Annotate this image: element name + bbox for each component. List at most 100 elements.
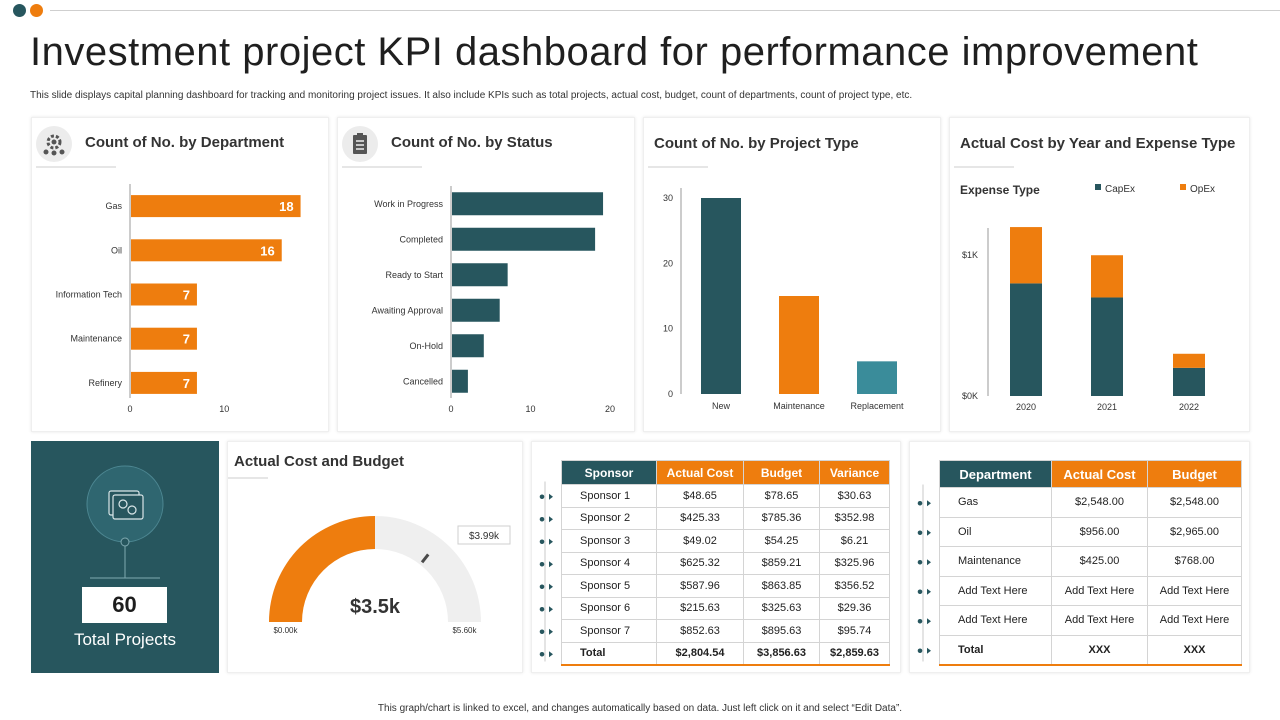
legend-swatch bbox=[1180, 184, 1186, 190]
row-bullet bbox=[539, 584, 545, 590]
table-row: Sponsor 5 $587.96 $863.85 $356.52 bbox=[561, 574, 890, 598]
row-bullet-arrow bbox=[549, 516, 553, 523]
table-cell: $48.65 bbox=[656, 484, 744, 508]
row-bullet bbox=[539, 516, 545, 522]
table-cell: Add Text Here bbox=[1051, 575, 1148, 606]
table-cell: $54.25 bbox=[743, 529, 820, 553]
table-cell: Sponsor 2 bbox=[561, 506, 657, 530]
row-bullet bbox=[917, 648, 923, 654]
category-label: On-Hold bbox=[409, 341, 443, 351]
row-bullet-arrow bbox=[927, 588, 931, 595]
page-subtitle: This slide displays capital planning das… bbox=[30, 90, 913, 101]
table-cell: XXX bbox=[1051, 634, 1148, 666]
stacked-bar-segment bbox=[1010, 283, 1042, 396]
table-row: Sponsor 6 $215.63 $325.63 $29.36 bbox=[561, 596, 890, 620]
gauge-value-label: $3.5k bbox=[350, 596, 401, 618]
title-underline bbox=[648, 166, 708, 168]
category-label: 2020 bbox=[1016, 402, 1036, 412]
legend-label: CapEx bbox=[1105, 184, 1135, 195]
row-bullet bbox=[539, 629, 545, 635]
decor-dot-orange bbox=[30, 4, 43, 17]
gear-people-icon bbox=[36, 126, 72, 162]
table-row: Oil $956.00 $2,965.00 bbox=[939, 516, 1242, 547]
category-label: Replacement bbox=[850, 401, 904, 411]
stacked-bar-segment bbox=[1173, 367, 1205, 396]
department-chart-title: Count of No. by Department bbox=[85, 134, 285, 151]
row-bullet-arrow bbox=[927, 647, 931, 654]
table-cell: $2,859.63 bbox=[819, 641, 890, 666]
table-cell: $325.63 bbox=[743, 596, 820, 620]
table-cell: Total bbox=[939, 634, 1052, 666]
row-bullet bbox=[539, 494, 545, 500]
bar bbox=[131, 371, 197, 394]
bar bbox=[779, 296, 819, 394]
total-projects-panel: 60 Total Projects bbox=[31, 441, 219, 673]
table-cell: $325.96 bbox=[819, 551, 890, 575]
bar bbox=[452, 334, 484, 358]
row-bullet-arrow bbox=[549, 628, 553, 635]
cost-budget-gauge: $3.99k $3.5k $0.00k $5.60k bbox=[269, 516, 511, 635]
row-bullet bbox=[539, 651, 545, 657]
department-bar-chart: Gas 18 Oil 16 Information Tech 7 Maintenance 7 R… bbox=[56, 184, 301, 414]
bar bbox=[131, 195, 301, 218]
table-cell: Maintenance bbox=[939, 546, 1052, 577]
clipboard-icon bbox=[342, 126, 378, 162]
table-header-cell: Actual Cost bbox=[656, 460, 744, 485]
bar bbox=[452, 369, 468, 393]
bar bbox=[857, 361, 897, 394]
table-cell: Total bbox=[561, 641, 657, 666]
table-cell: $895.63 bbox=[743, 619, 820, 643]
bar bbox=[452, 263, 508, 287]
category-label: Ready to Start bbox=[385, 270, 443, 280]
row-bullet-arrow bbox=[927, 618, 931, 625]
stacked-bar-segment bbox=[1010, 227, 1042, 284]
coins-icon bbox=[86, 465, 164, 579]
table-cell: $587.96 bbox=[656, 574, 744, 598]
row-bullet bbox=[539, 539, 545, 545]
data-label: 7 bbox=[183, 288, 190, 303]
table-row: Sponsor 4 $625.32 $859.21 $325.96 bbox=[561, 551, 890, 575]
row-bullet bbox=[539, 561, 545, 567]
gauge-target-box bbox=[457, 525, 511, 545]
row-bullet bbox=[917, 618, 923, 624]
tick-label: 0 bbox=[668, 389, 673, 399]
project-type-chart-title: Count of No. by Project Type bbox=[654, 135, 859, 152]
category-label: Completed bbox=[399, 234, 443, 244]
table-cell: Gas bbox=[939, 487, 1052, 518]
table-cell: Add Text Here bbox=[1051, 605, 1148, 636]
gauge-fill bbox=[269, 516, 375, 622]
table-cell: $863.85 bbox=[743, 574, 820, 598]
table-cell: $29.36 bbox=[819, 596, 890, 620]
table-cell: Sponsor 1 bbox=[561, 484, 657, 508]
tick-label: 0 bbox=[127, 404, 132, 414]
tick-label: 10 bbox=[525, 404, 535, 414]
tick-label: 10 bbox=[663, 324, 673, 334]
table-cell: $785.36 bbox=[743, 506, 820, 530]
row-bullet bbox=[917, 500, 923, 506]
gauge-target-marker bbox=[420, 553, 430, 564]
bar bbox=[452, 192, 604, 216]
bar bbox=[131, 283, 197, 306]
title-underline bbox=[36, 166, 116, 168]
data-label: 18 bbox=[279, 199, 293, 214]
category-label: Cancelled bbox=[403, 376, 443, 386]
table-cell: $425.33 bbox=[656, 506, 744, 530]
legend-swatch bbox=[1095, 184, 1101, 190]
legend-title: Expense Type bbox=[960, 183, 1040, 197]
category-label: Refinery bbox=[88, 378, 122, 388]
table-cell: Add Text Here bbox=[939, 575, 1052, 606]
table-cell: $425.00 bbox=[1051, 546, 1148, 577]
category-label: Maintenance bbox=[70, 334, 122, 344]
table-cell: $956.00 bbox=[1051, 516, 1148, 547]
table-cell: Sponsor 3 bbox=[561, 529, 657, 553]
table-header-cell: Department bbox=[939, 460, 1052, 488]
table-cell: $859.21 bbox=[743, 551, 820, 575]
table-cell: $768.00 bbox=[1147, 546, 1242, 577]
table-cell: $2,804.54 bbox=[656, 641, 744, 666]
table-row: Gas $2,548.00 $2,548.00 bbox=[939, 487, 1242, 518]
table-row: Add Text Here Add Text Here Add Text Here bbox=[939, 575, 1242, 606]
table-cell: Add Text Here bbox=[1147, 605, 1242, 636]
table-cell: Oil bbox=[939, 516, 1052, 547]
cost-budget-title: Actual Cost and Budget bbox=[234, 453, 405, 470]
department-chart-card: Count of No. by Department Gas 18 Oil 16 Inf… bbox=[31, 117, 329, 432]
